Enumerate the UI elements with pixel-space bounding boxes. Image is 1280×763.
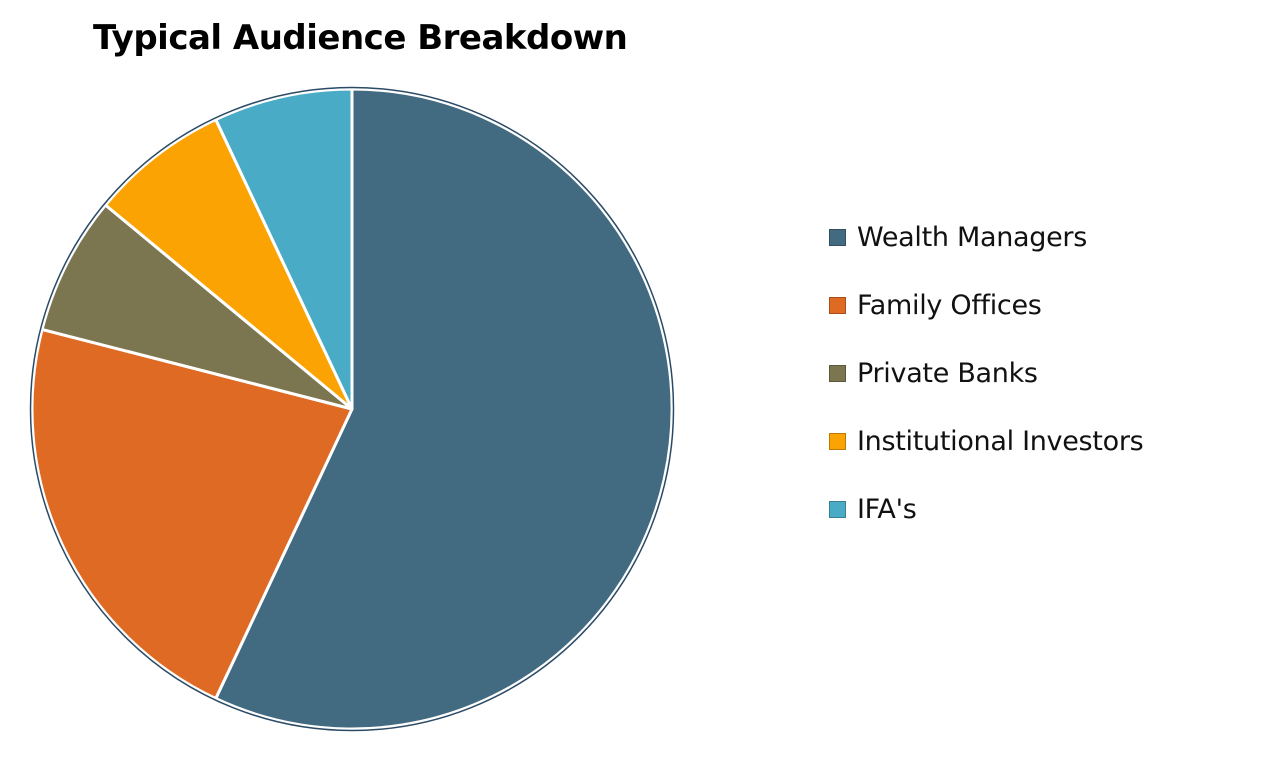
pie-outline (29, 86, 675, 732)
legend-label: Family Offices (857, 289, 1042, 321)
pie-slice-family-offices (30, 327, 354, 701)
pie-slice-private-banks (40, 203, 354, 411)
legend-swatch (829, 432, 846, 450)
legend-swatch (829, 500, 846, 518)
pie-slice-ifa-s (214, 87, 354, 411)
legend-swatch (829, 296, 846, 314)
legend-label: IFA's (857, 493, 917, 525)
chart-title: Typical Audience Breakdown (93, 18, 628, 58)
pie-slice-wealth-managers (214, 87, 674, 731)
legend-item-ifas: IFA's (829, 475, 1143, 543)
legend-label: Institutional Investors (857, 425, 1144, 457)
legend-item-private-banks: Private Banks (829, 339, 1143, 407)
legend: Wealth Managers Family Offices Private B… (829, 203, 1144, 543)
legend-label: Wealth Managers (857, 221, 1087, 253)
legend-swatch (829, 228, 846, 246)
pie-slices (29, 86, 675, 732)
pie-slice-institutional-investors (103, 117, 354, 411)
legend-item-institutional-investors: Institutional Investors (829, 407, 1144, 475)
legend-item-family-offices: Family Offices (829, 271, 1143, 339)
legend-item-wealth-managers: Wealth Managers (829, 203, 1143, 271)
legend-label: Private Banks (857, 357, 1038, 389)
legend-swatch (829, 364, 846, 382)
